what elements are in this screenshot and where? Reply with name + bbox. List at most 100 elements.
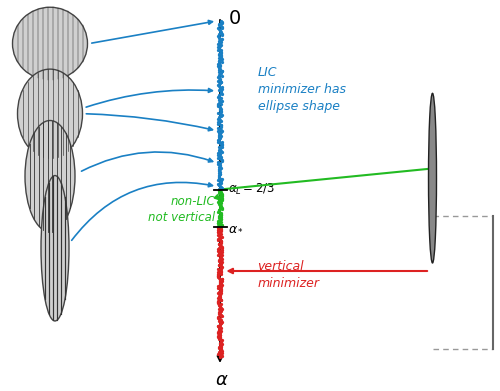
Point	[216, 34, 224, 40]
Point	[216, 136, 224, 142]
Point	[216, 287, 224, 294]
Point	[217, 127, 225, 133]
Point	[217, 184, 225, 190]
Point	[217, 239, 225, 245]
Point	[216, 30, 224, 36]
Point	[215, 149, 223, 155]
Point	[215, 75, 223, 81]
Point	[214, 101, 222, 108]
Point	[218, 249, 226, 255]
Point	[217, 122, 225, 128]
Point	[216, 242, 224, 249]
Point	[216, 278, 224, 285]
Point	[217, 90, 225, 97]
Point	[216, 294, 224, 301]
Point	[216, 54, 224, 60]
Point	[216, 153, 224, 159]
Point	[216, 341, 224, 347]
Point	[216, 219, 224, 225]
Point	[216, 21, 224, 27]
Point	[214, 119, 222, 125]
Point	[217, 346, 225, 352]
Point	[214, 223, 222, 229]
Point	[214, 138, 222, 145]
Point	[214, 161, 222, 167]
Ellipse shape	[41, 176, 69, 321]
Point	[216, 322, 224, 328]
Point	[214, 300, 222, 306]
Point	[215, 97, 223, 103]
Point	[218, 23, 226, 30]
Point	[216, 71, 224, 77]
Point	[216, 282, 224, 289]
Point	[216, 111, 224, 117]
Point	[216, 259, 224, 265]
Point	[214, 87, 222, 93]
Point	[214, 237, 222, 243]
Point	[216, 49, 224, 55]
Point	[218, 233, 226, 240]
Point	[214, 174, 222, 180]
Point	[216, 80, 224, 86]
Point	[218, 68, 226, 75]
Point	[218, 188, 226, 195]
Point	[216, 339, 224, 345]
Point	[218, 47, 226, 53]
Point	[215, 64, 223, 70]
Point	[214, 45, 222, 51]
Point	[215, 52, 223, 59]
Point	[218, 193, 226, 199]
Point	[216, 133, 224, 139]
Point	[216, 321, 224, 327]
Point	[216, 316, 224, 322]
Point	[216, 290, 224, 296]
Point	[214, 274, 222, 280]
Point	[218, 206, 226, 212]
Ellipse shape	[18, 69, 82, 158]
Point	[216, 311, 224, 317]
Point	[214, 232, 222, 238]
Point	[215, 60, 223, 66]
Point	[214, 285, 222, 292]
Point	[215, 275, 223, 281]
Point	[217, 123, 225, 129]
Text: $\alpha_*$: $\alpha_*$	[228, 221, 244, 234]
Point	[218, 226, 226, 233]
Point	[216, 308, 224, 315]
Point	[216, 131, 224, 137]
Point	[217, 203, 225, 210]
Point	[214, 168, 222, 174]
Point	[214, 63, 222, 70]
Point	[218, 244, 226, 250]
Point	[216, 69, 224, 75]
Point	[218, 259, 226, 265]
Point	[216, 352, 224, 358]
Point	[214, 323, 222, 329]
Point	[215, 306, 223, 312]
Point	[217, 305, 225, 311]
Point	[217, 216, 225, 222]
Point	[217, 108, 225, 114]
Point	[216, 83, 224, 89]
Point	[214, 283, 222, 289]
Point	[217, 317, 225, 323]
Point	[216, 201, 224, 208]
Point	[215, 309, 223, 316]
Point	[214, 25, 222, 32]
Point	[216, 294, 224, 300]
Point	[218, 192, 226, 198]
Point	[218, 190, 226, 197]
Point	[215, 207, 223, 213]
Point	[217, 296, 225, 303]
Point	[216, 189, 224, 196]
Point	[218, 86, 226, 92]
Point	[216, 198, 224, 204]
Point	[216, 120, 224, 126]
Point	[214, 310, 222, 316]
Point	[215, 213, 223, 220]
Point	[214, 137, 222, 143]
Point	[214, 246, 222, 252]
Point	[215, 167, 223, 173]
Point	[216, 303, 224, 309]
Point	[216, 240, 224, 247]
